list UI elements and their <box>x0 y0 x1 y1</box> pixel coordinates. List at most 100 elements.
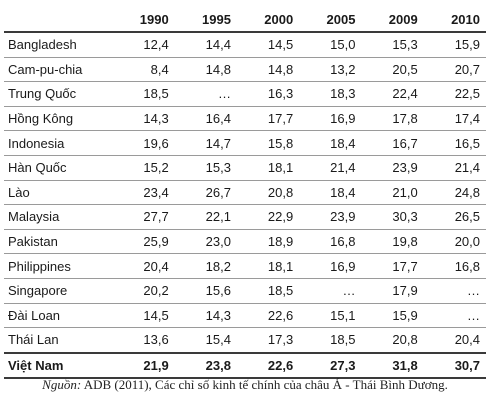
value-cell: 21,4 <box>454 160 480 176</box>
value-cell: 20,4 <box>454 332 480 348</box>
value-cell: 16,7 <box>392 135 418 151</box>
value-cell: 21,4 <box>330 160 356 176</box>
value-cell: 15,2 <box>143 160 169 176</box>
value-cell: 21,0 <box>392 184 418 200</box>
table-row: Bangladesh 12,4 14,4 14,5 15,0 15,3 15,9 <box>4 32 486 58</box>
value-cell: 20,7 <box>454 61 480 77</box>
value-cell: 26,7 <box>205 184 231 200</box>
value-cell: 20,0 <box>454 234 480 250</box>
value-cell: 12,4 <box>143 37 169 53</box>
value-cell: 27,3 <box>330 358 356 374</box>
value-cell: 13,2 <box>330 61 356 77</box>
value-cell: 22,6 <box>267 358 294 374</box>
value-cell: 23,8 <box>205 358 231 374</box>
country-cell: Singapore <box>8 283 68 299</box>
value-cell: 14,8 <box>205 61 231 77</box>
source-label: Nguồn: <box>42 377 82 392</box>
value-cell: 18,2 <box>205 258 231 274</box>
table-row: Hàn Quốc 15,2 15,3 18,1 21,4 23,9 21,4 <box>4 155 486 181</box>
value-cell: 15,9 <box>392 307 418 323</box>
table-row: Cam-pu-chia 8,4 14,8 14,8 13,2 20,5 20,7 <box>4 57 486 82</box>
value-cell: … <box>467 307 480 323</box>
value-cell: 21,9 <box>143 358 169 374</box>
value-cell: 23,9 <box>392 160 418 176</box>
value-cell: 22,4 <box>392 86 418 102</box>
value-cell: 17,7 <box>392 258 418 274</box>
value-cell: 20,8 <box>267 184 294 200</box>
value-cell: 22,1 <box>205 209 231 225</box>
value-cell: 18,1 <box>267 160 294 176</box>
value-cell: 13,6 <box>143 332 169 348</box>
country-cell: Lào <box>8 184 30 200</box>
value-cell: 15,3 <box>392 37 418 53</box>
table-row: Đài Loan 14,5 14,3 22,6 15,1 15,9… <box>4 303 486 328</box>
value-cell: 20,2 <box>143 283 169 299</box>
value-cell: 26,5 <box>454 209 480 225</box>
value-cell: 22,5 <box>454 86 480 102</box>
value-cell: 18,4 <box>330 184 356 200</box>
header-cell-year: 2005 <box>326 11 356 27</box>
data-table: 1990 1995 2000 2005 2009 2010 Bangladesh… <box>4 7 486 379</box>
value-cell: 18,5 <box>267 283 294 299</box>
value-cell: 8,4 <box>150 61 169 77</box>
value-cell: 27,7 <box>143 209 169 225</box>
value-cell: 14,8 <box>267 61 294 77</box>
table-header: 1990 1995 2000 2005 2009 2010 <box>4 7 486 32</box>
value-cell: 22,9 <box>267 209 294 225</box>
value-cell: 17,8 <box>392 111 418 127</box>
value-cell: 15,6 <box>205 283 231 299</box>
value-cell: 17,9 <box>392 283 418 299</box>
value-cell: 18,5 <box>143 86 169 102</box>
table-row: Philippines 20,4 18,2 18,1 16,9 17,7 16,8 <box>4 254 486 279</box>
value-cell: 18,3 <box>330 86 356 102</box>
value-cell: 18,9 <box>267 234 294 250</box>
value-cell: 15,8 <box>267 135 294 151</box>
value-cell: 15,9 <box>454 37 480 53</box>
value-cell: … <box>342 283 356 299</box>
value-cell: 14,7 <box>205 135 231 151</box>
value-cell: 17,3 <box>267 332 294 348</box>
value-cell: 17,4 <box>454 111 480 127</box>
value-cell: 19,6 <box>143 135 169 151</box>
value-cell: 23,0 <box>205 234 231 250</box>
value-cell: … <box>467 283 480 299</box>
value-cell: 15,1 <box>330 307 356 323</box>
table-row: Singapore 20,2 15,6 18,5 … 17,9 … <box>4 278 486 304</box>
header-cell-year: 2000 <box>264 11 294 27</box>
value-cell: 23,4 <box>143 184 169 200</box>
value-cell: 30,3 <box>392 209 418 225</box>
header-cell-year: 2010 <box>451 11 480 27</box>
value-cell: 30,7 <box>454 358 480 374</box>
value-cell: 15,3 <box>205 160 231 176</box>
table-row: Việt Nam 21,9 23,8 22,6 27,3 31,8 30,7 <box>4 352 486 379</box>
value-cell: 17,7 <box>267 111 294 127</box>
value-cell: 18,1 <box>267 258 294 274</box>
country-cell: Đài Loan <box>8 307 61 323</box>
value-cell: 16,3 <box>267 86 294 102</box>
value-cell: 14,3 <box>143 111 169 127</box>
value-cell: 15,4 <box>205 332 231 348</box>
country-cell: Pakistan <box>8 234 58 250</box>
value-cell: 22,6 <box>267 307 294 323</box>
table-row: Malaysia 27,7 22,1 22,9 23,9 30,3 26,5 <box>4 205 486 230</box>
value-cell: 24,8 <box>454 184 480 200</box>
country-cell: Cam-pu-chia <box>8 61 83 77</box>
value-cell: 20,5 <box>392 61 418 77</box>
country-cell: Indonesia <box>8 135 65 151</box>
value-cell: … <box>217 86 231 102</box>
value-cell: 23,9 <box>330 209 356 225</box>
value-cell: 16,8 <box>330 234 356 250</box>
country-cell: Philippines <box>8 258 71 274</box>
header-cell-year: 2009 <box>388 11 418 27</box>
country-cell: Hàn Quốc <box>8 160 67 176</box>
country-cell: Thái Lan <box>8 332 59 348</box>
table-row: Thái Lan 13,6 15,4 17,3 18,5 20,8 20,4 <box>4 328 486 353</box>
header-cell-year: 1990 <box>139 11 169 27</box>
country-cell: Trung Quốc <box>8 86 77 102</box>
source-note: Nguồn: ADB (2011), Các chỉ số kinh tế ch… <box>0 377 490 393</box>
value-cell: 14,5 <box>267 37 294 53</box>
value-cell: 18,5 <box>330 332 356 348</box>
value-cell: 16,8 <box>454 258 480 274</box>
value-cell: 14,3 <box>205 307 231 323</box>
header-cell-country <box>4 7 112 32</box>
